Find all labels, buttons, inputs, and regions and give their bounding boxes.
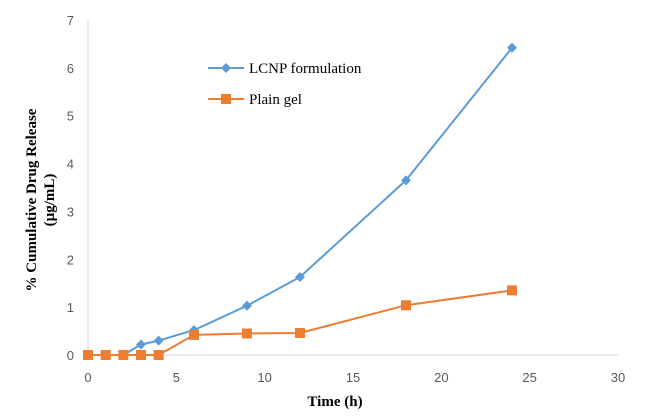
legend-marker-diamond-icon xyxy=(221,63,231,73)
series-line-plain-gel xyxy=(88,289,513,356)
data-point-plain-gel xyxy=(507,285,517,296)
legend-label-plain-gel: Plain gel xyxy=(249,92,302,108)
y-tick-label: 3 xyxy=(67,204,74,219)
x-tick-label: 25 xyxy=(522,370,536,385)
series-layer xyxy=(83,42,517,360)
legend-item-lcnp: LCNP formulation xyxy=(208,61,362,77)
x-tick-label: 0 xyxy=(84,370,91,385)
legend-item-plain-gel: Plain gel xyxy=(208,92,302,108)
y-axis-title-line1: % Cumulative Drug Release xyxy=(24,108,40,291)
data-point-plain-gel xyxy=(401,300,411,311)
data-point-lcnp-formulation xyxy=(295,271,305,282)
legend-label-lcnp: LCNP formulation xyxy=(249,61,362,77)
y-axis-title-line2: (µg/mL) xyxy=(42,174,58,227)
y-tick-label: 1 xyxy=(67,300,74,315)
data-point-plain-gel xyxy=(189,329,199,340)
data-point-plain-gel xyxy=(136,350,146,360)
data-point-lcnp-formulation xyxy=(153,335,164,346)
legend: LCNP formulation Plain gel xyxy=(208,61,362,108)
x-tick-label: 15 xyxy=(346,370,360,385)
series-lcnp-formulation xyxy=(83,42,517,360)
data-point-plain-gel xyxy=(83,350,93,360)
data-point-plain-gel xyxy=(295,327,305,338)
data-point-lcnp-formulation xyxy=(507,42,517,53)
data-point-lcnp-formulation xyxy=(401,175,411,186)
data-point-plain-gel xyxy=(118,350,129,360)
data-point-lcnp-formulation xyxy=(136,339,146,350)
y-tick-labels: 0 1 2 3 4 5 6 7 xyxy=(67,13,74,363)
data-point-plain-gel xyxy=(242,328,252,339)
y-tick-label: 0 xyxy=(67,348,74,363)
y-tick-label: 2 xyxy=(67,252,74,267)
x-axis-title: Time (h) xyxy=(307,394,362,410)
data-point-plain-gel xyxy=(153,350,164,360)
y-tick-label: 5 xyxy=(67,109,74,124)
data-point-lcnp-formulation xyxy=(242,300,252,311)
x-tick-label: 5 xyxy=(173,370,180,385)
x-tick-label: 20 xyxy=(434,370,448,385)
y-axis-title: % Cumulative Drug Release (µg/mL) xyxy=(24,108,58,291)
x-tick-label: 10 xyxy=(257,370,271,385)
series-plain-gel xyxy=(83,285,517,360)
y-tick-label: 7 xyxy=(67,13,74,28)
x-tick-label: 30 xyxy=(611,370,625,385)
y-tick-label: 4 xyxy=(67,157,74,172)
y-tick-label: 6 xyxy=(67,61,74,76)
x-tick-labels: 0 5 10 15 20 25 30 xyxy=(84,370,625,385)
legend-marker-square-icon xyxy=(221,94,231,104)
axes xyxy=(87,20,618,356)
data-point-plain-gel xyxy=(100,350,111,360)
